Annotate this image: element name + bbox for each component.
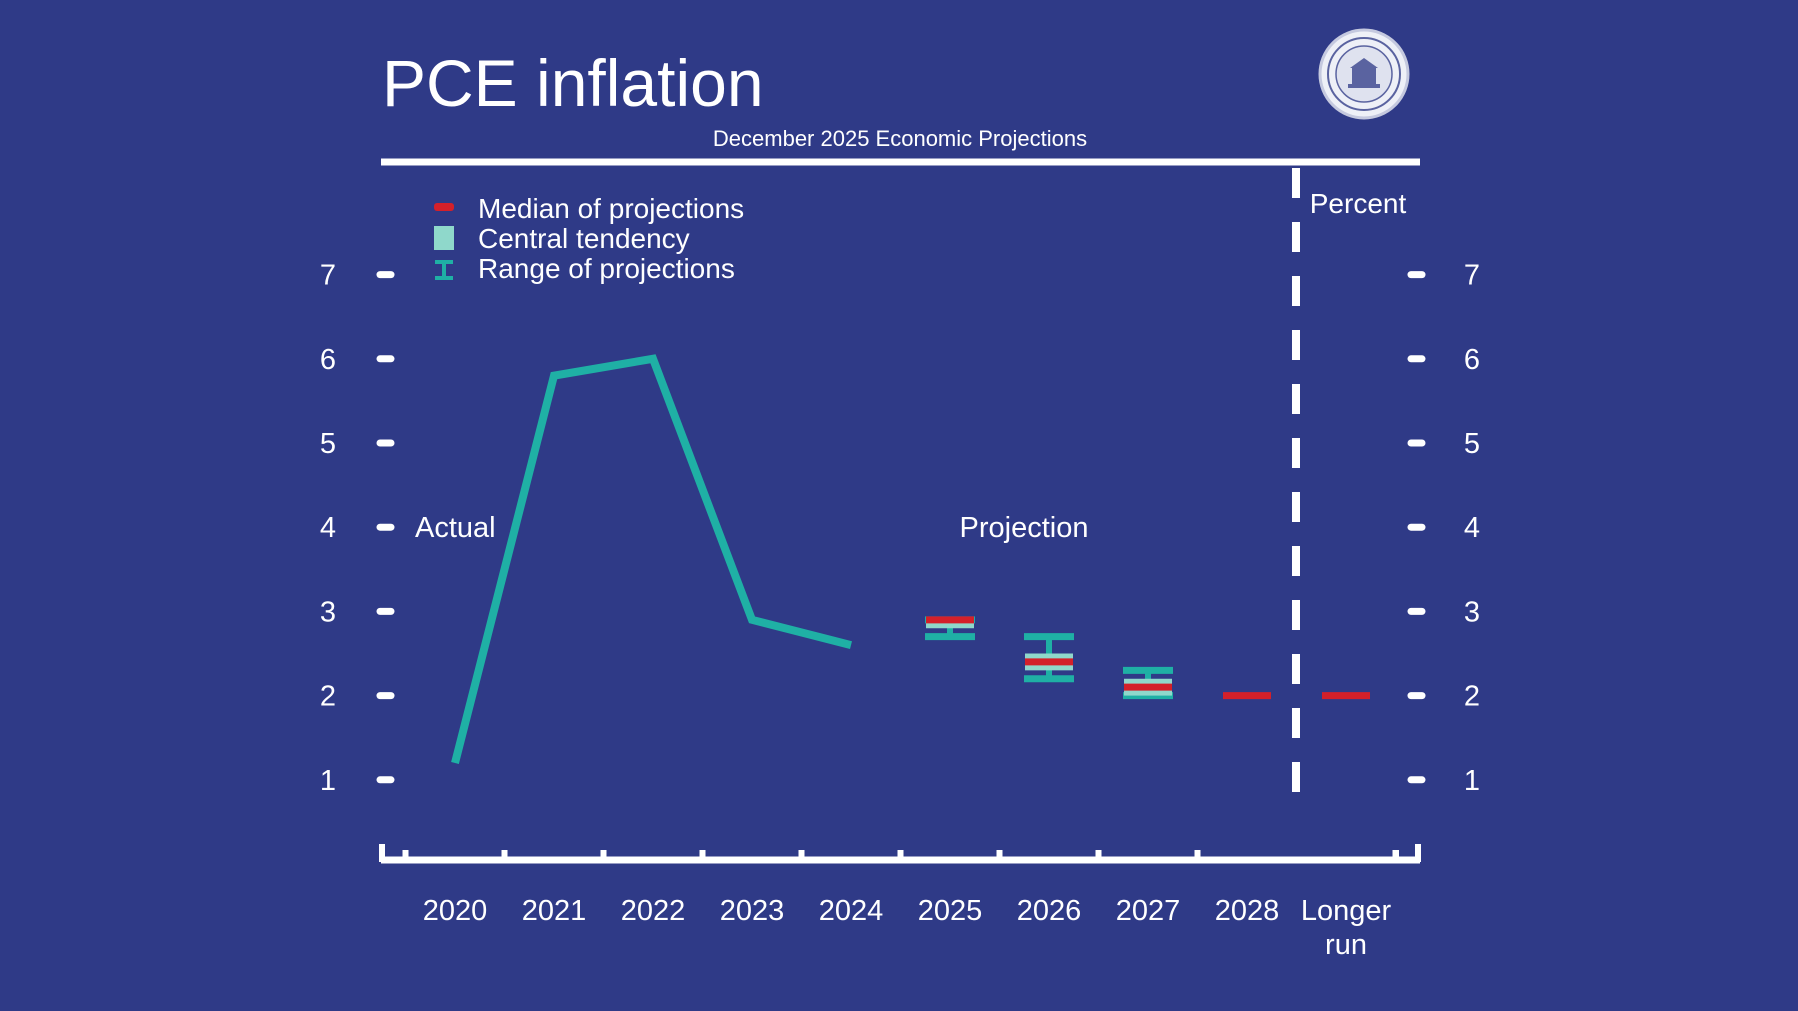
projection-series — [925, 620, 1370, 696]
x-tick-label: 2026 — [1017, 895, 1082, 927]
y-tick-label-right: 2 — [1464, 681, 1480, 713]
y-tick-label-right: 5 — [1464, 428, 1480, 460]
y-tick-label-right: 1 — [1464, 765, 1480, 797]
actual-series — [455, 359, 851, 763]
unit-label: Percent — [1310, 188, 1407, 219]
chart-title: PCE inflation — [382, 46, 764, 120]
y-tick-label-left: 5 — [320, 428, 336, 460]
x-tick-label-line: 2022 — [621, 895, 686, 927]
x-tick-label-line: 2027 — [1116, 895, 1181, 927]
x-tick-label: 2022 — [621, 895, 686, 927]
legend-median-label: Median of projections — [478, 193, 744, 224]
x-tick-label-line: 2024 — [819, 895, 884, 927]
y-tick-label-left: 1 — [320, 765, 336, 797]
x-tick-label-line: 2021 — [522, 895, 587, 927]
y-tick-label-right: 4 — [1464, 512, 1480, 544]
legend-median-swatch — [434, 203, 454, 211]
x-tick-label-line: 2026 — [1017, 895, 1082, 927]
x-tick-label-line: 2028 — [1215, 895, 1280, 927]
y-tick-label-right: 3 — [1464, 596, 1480, 628]
legend-range-label: Range of projections — [478, 253, 735, 284]
legend-central-swatch — [434, 226, 454, 250]
actual-label: Actual — [415, 512, 496, 544]
projection-label: Projection — [960, 512, 1089, 544]
projection-2027 — [1123, 670, 1173, 695]
x-tick-label: 2021 — [522, 895, 587, 927]
x-tick-label: 2024 — [819, 895, 884, 927]
x-tick-label-line: run — [1325, 929, 1367, 961]
y-tick-label-left: 6 — [320, 344, 336, 376]
x-tick-label: 2025 — [918, 895, 983, 927]
x-tick-label-line: 2025 — [918, 895, 983, 927]
x-tick-label: 2028 — [1215, 895, 1280, 927]
y-tick-label-left: 3 — [320, 596, 336, 628]
x-tick-label: 2020 — [423, 895, 488, 927]
x-axis: 2020 2021 2022 2023 2024 2025 2026 2027 2028 Long… — [381, 844, 1420, 961]
x-tick-label-line: 2020 — [423, 895, 488, 927]
y-tick-label-left: 4 — [320, 512, 336, 544]
chart-subtitle: December 2025 Economic Projections — [713, 126, 1087, 151]
legend-central-label: Central tendency — [478, 223, 690, 254]
y-tick-label-right: 6 — [1464, 344, 1480, 376]
y-tick-label-left: 7 — [320, 260, 336, 292]
x-tick-label-line: Longer — [1301, 895, 1392, 927]
federal-reserve-seal-icon — [1320, 30, 1408, 118]
projection-2026 — [1024, 637, 1074, 679]
x-tick-label: 2027 — [1116, 895, 1181, 927]
x-tick-label: 2023 — [720, 895, 785, 927]
x-tick-label-line: 2023 — [720, 895, 785, 927]
y-tick-label-left: 2 — [320, 681, 336, 713]
actual-line — [455, 359, 851, 763]
y-tick-label-right: 7 — [1464, 260, 1480, 292]
legend: Median of projections Central tendency R… — [434, 193, 744, 284]
legend-range-swatch — [435, 262, 453, 278]
projection-2025 — [925, 620, 975, 637]
